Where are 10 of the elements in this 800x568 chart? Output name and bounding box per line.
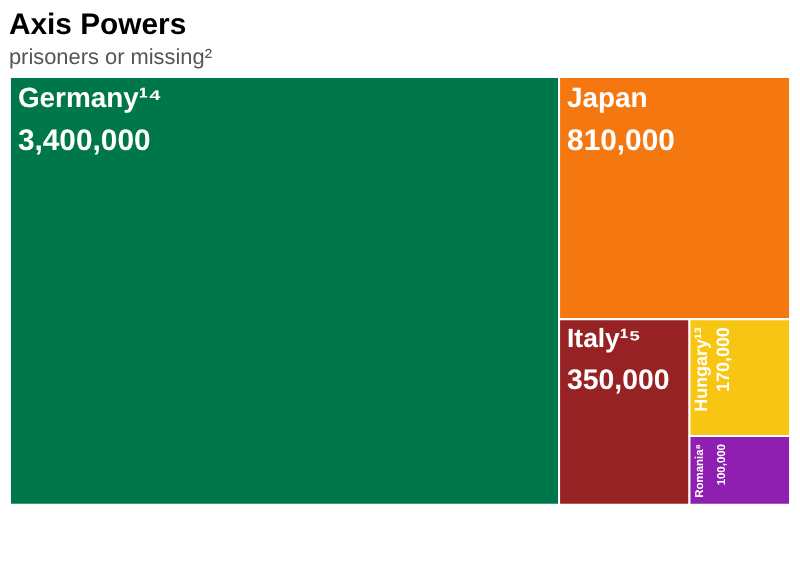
data-label: 170,000	[713, 327, 734, 392]
text: prisoners or missing²	[8, 45, 213, 70]
category-label: Hungary¹³	[691, 327, 712, 412]
category-label: Italy¹⁵	[567, 323, 641, 354]
text: Axis Powers	[8, 8, 187, 43]
data-label: 3,400,000	[17, 124, 151, 159]
category-label: Japan	[567, 80, 648, 113]
data-label: 350,000	[567, 364, 670, 397]
category-label: Germany¹⁴	[17, 80, 162, 113]
data-label: 810,000	[567, 124, 675, 159]
